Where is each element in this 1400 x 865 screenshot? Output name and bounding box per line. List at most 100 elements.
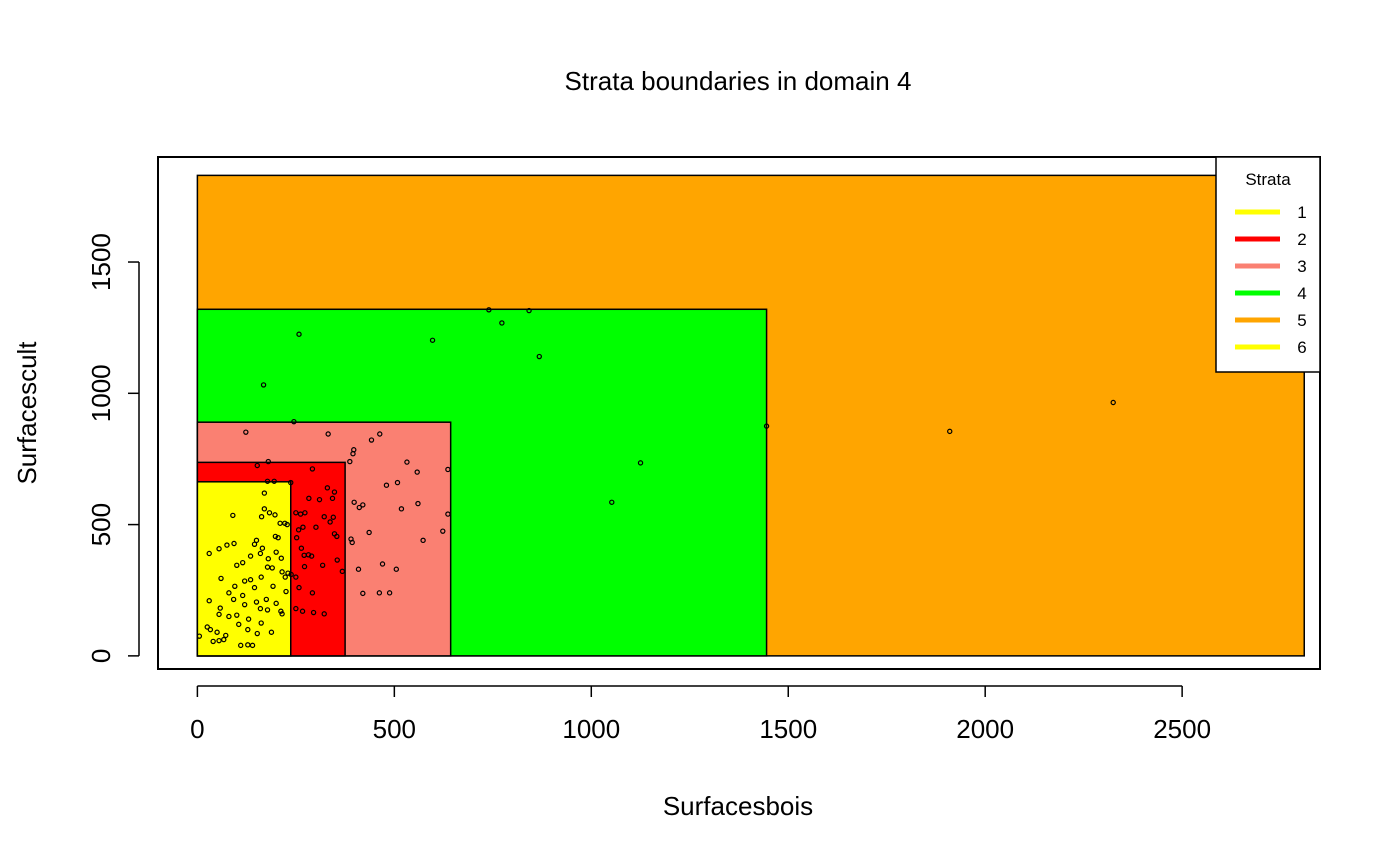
data-point [247, 553, 254, 559]
data-point [366, 529, 372, 536]
data-point [272, 533, 279, 540]
data-point [398, 506, 405, 512]
legend-entries: 1 2 3 4 5 6 [1235, 203, 1307, 357]
data-point [334, 557, 340, 563]
data-point [271, 478, 277, 484]
data-point [257, 550, 264, 557]
data-point [284, 521, 290, 528]
data-point [196, 633, 203, 639]
data-point [253, 599, 260, 605]
data-point [316, 496, 323, 503]
data-point [293, 510, 299, 516]
stratum-box-1 [196, 481, 292, 657]
data-point [386, 590, 393, 596]
data-point [350, 450, 356, 457]
data-point [264, 607, 271, 613]
x-tick-label: 2000 [956, 714, 1014, 744]
legend: Strata 1 2 3 4 5 6 [1215, 156, 1321, 373]
data-point [254, 462, 260, 469]
data-point [241, 601, 248, 608]
data-point [245, 626, 251, 633]
data-point [394, 479, 401, 486]
data-point [293, 574, 299, 580]
data-point [239, 559, 246, 566]
data-point [261, 506, 268, 512]
data-point [278, 555, 284, 561]
data-point [609, 499, 615, 505]
data-point [258, 620, 264, 626]
data-point [310, 609, 317, 616]
data-point [288, 571, 294, 578]
data-point [207, 626, 214, 633]
data-point [268, 629, 275, 635]
data-point [368, 437, 375, 443]
y-tick-label: 1500 [86, 233, 116, 291]
data-point [420, 537, 426, 544]
data-point [260, 382, 267, 388]
data-point [230, 512, 236, 519]
legend-label-2: 2 [1297, 230, 1306, 249]
data-point [273, 549, 279, 555]
x-tick-label: 0 [190, 714, 204, 744]
data-point [339, 568, 346, 575]
x-axis-label: Surfacesbois [663, 791, 813, 821]
data-point [278, 608, 284, 614]
data-point [355, 566, 362, 572]
data-point [321, 611, 327, 617]
data-point [257, 605, 264, 612]
data-point [275, 535, 281, 541]
legend-label-6: 6 [1297, 338, 1306, 357]
data-point [296, 331, 302, 337]
data-point [349, 539, 355, 546]
data-point [313, 524, 319, 530]
y-axis: 0 500 1000 1500 [86, 233, 140, 663]
data-point [301, 552, 307, 559]
data-point [238, 642, 244, 649]
data-point [272, 512, 278, 518]
data-point [241, 578, 248, 584]
x-tick-label: 1500 [759, 714, 817, 744]
data-point [347, 458, 353, 465]
data-point [265, 458, 271, 465]
legend-label-3: 3 [1297, 257, 1306, 276]
data-point [226, 590, 232, 596]
data-point [231, 540, 237, 547]
data-point [383, 482, 390, 488]
data-point [277, 520, 283, 526]
data-point [269, 565, 275, 571]
data-point [226, 613, 232, 620]
data-point [329, 495, 336, 502]
data-point [273, 600, 279, 607]
data-point [331, 489, 338, 495]
data-point [245, 616, 252, 622]
data-point [445, 466, 451, 473]
data-point [236, 621, 242, 628]
data-point [223, 632, 229, 639]
data-point [214, 629, 220, 635]
data-point [330, 514, 336, 520]
data-point [325, 431, 331, 437]
data-point [251, 541, 258, 547]
legend-label-1: 1 [1297, 203, 1306, 222]
plot-frame [157, 156, 1321, 670]
data-point [204, 624, 210, 630]
data-point [306, 495, 312, 502]
data-point [230, 596, 237, 603]
data-point [270, 583, 276, 589]
data-point [301, 563, 308, 570]
y-tick-label: 1000 [86, 364, 116, 422]
data-point [258, 574, 264, 580]
data-point [327, 519, 333, 525]
data-point [258, 514, 265, 520]
x-axis: 0 500 1000 1500 2000 2500 [190, 685, 1211, 744]
data-point [266, 510, 273, 516]
legend-label-5: 5 [1297, 311, 1306, 330]
data-point [393, 566, 400, 572]
data-point [210, 638, 216, 645]
data-point [206, 598, 212, 604]
data-point [239, 592, 246, 599]
data-point [293, 535, 300, 541]
data-point [360, 590, 366, 597]
data-point [291, 418, 297, 425]
data-point [216, 611, 222, 618]
